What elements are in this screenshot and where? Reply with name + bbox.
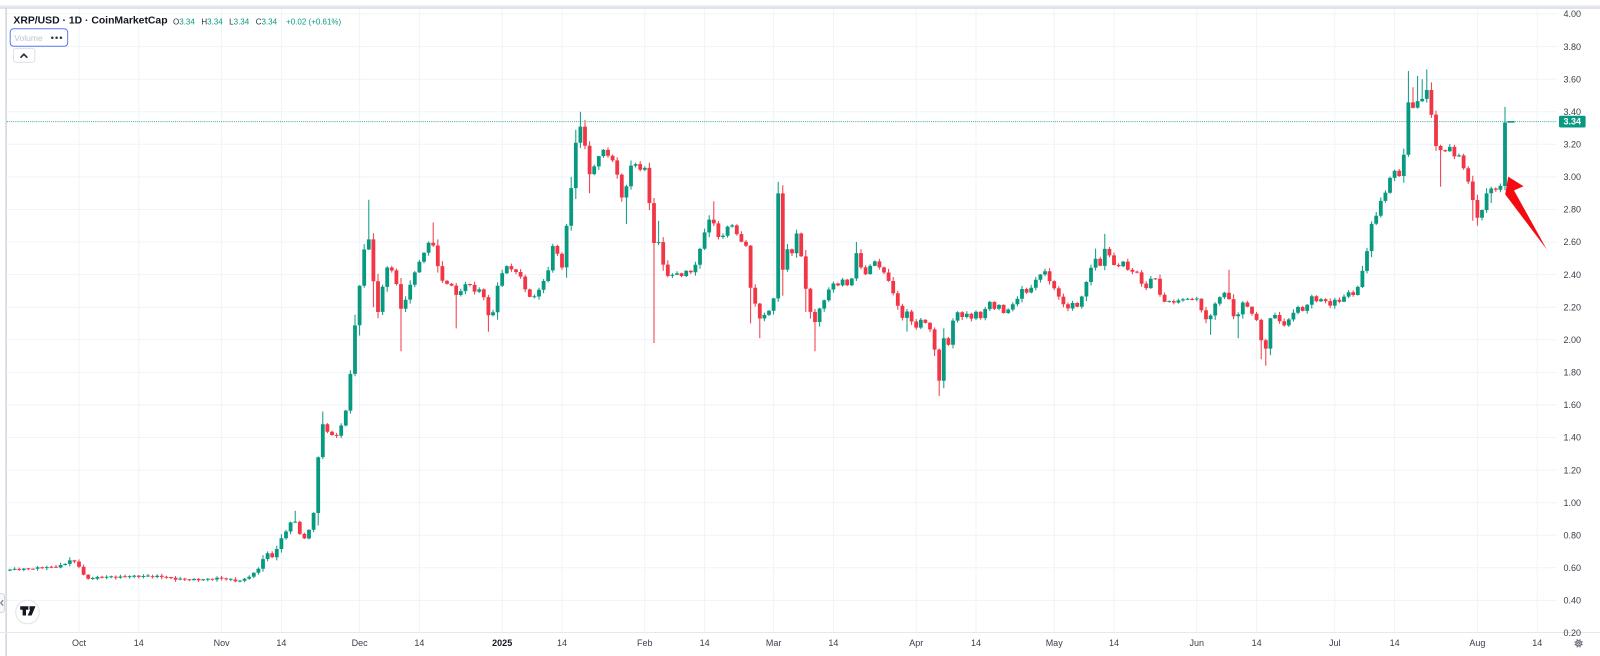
- svg-text:14: 14: [1109, 638, 1119, 648]
- svg-text:Apr: Apr: [909, 638, 923, 648]
- svg-text:4.00: 4.00: [1564, 9, 1582, 19]
- svg-text:Jul: Jul: [1329, 638, 1341, 648]
- svg-text:0.60: 0.60: [1564, 563, 1582, 573]
- svg-text:Dec: Dec: [352, 638, 369, 648]
- svg-text:Jun: Jun: [1190, 638, 1205, 648]
- svg-text:Aug: Aug: [1469, 638, 1485, 648]
- svg-text:2.80: 2.80: [1564, 205, 1582, 215]
- svg-text:0.40: 0.40: [1564, 596, 1582, 606]
- svg-text:Oct: Oct: [72, 638, 87, 648]
- svg-text:3.40: 3.40: [1564, 107, 1582, 117]
- svg-text:XRP/USD · 1D · CoinMarketCap: XRP/USD · 1D · CoinMarketCap: [13, 16, 167, 27]
- svg-text:2.40: 2.40: [1564, 270, 1582, 280]
- svg-text:14: 14: [1532, 638, 1542, 648]
- svg-text:3.60: 3.60: [1564, 74, 1582, 84]
- svg-text:3.34: 3.34: [1564, 117, 1582, 127]
- svg-text:Mar: Mar: [766, 638, 782, 648]
- svg-text:14: 14: [971, 638, 981, 648]
- svg-text:14: 14: [828, 638, 838, 648]
- svg-text:14: 14: [1252, 638, 1262, 648]
- svg-text:3.20: 3.20: [1564, 140, 1582, 150]
- svg-text:3.80: 3.80: [1564, 42, 1582, 52]
- svg-text:14: 14: [134, 638, 144, 648]
- svg-text:2.20: 2.20: [1564, 302, 1582, 312]
- svg-text:14: 14: [276, 638, 286, 648]
- svg-text:14: 14: [414, 638, 424, 648]
- svg-text:2.60: 2.60: [1564, 237, 1582, 247]
- svg-text:Nov: Nov: [214, 638, 231, 648]
- svg-text:14: 14: [700, 638, 710, 648]
- svg-text:1.60: 1.60: [1564, 400, 1582, 410]
- svg-text:2025: 2025: [492, 638, 512, 648]
- svg-text:1.20: 1.20: [1564, 465, 1582, 475]
- svg-text:3.00: 3.00: [1564, 172, 1582, 182]
- svg-text:1.00: 1.00: [1564, 498, 1582, 508]
- svg-text:1.80: 1.80: [1564, 368, 1582, 378]
- svg-text:Volume: Volume: [14, 33, 43, 43]
- svg-text:2.00: 2.00: [1564, 335, 1582, 345]
- svg-text:0.80: 0.80: [1564, 530, 1582, 540]
- svg-text:14: 14: [557, 638, 567, 648]
- svg-text:1.40: 1.40: [1564, 433, 1582, 443]
- svg-text:Feb: Feb: [637, 638, 653, 648]
- svg-text:May: May: [1046, 638, 1064, 648]
- svg-text:0.20: 0.20: [1564, 628, 1582, 638]
- svg-text:14: 14: [1390, 638, 1400, 648]
